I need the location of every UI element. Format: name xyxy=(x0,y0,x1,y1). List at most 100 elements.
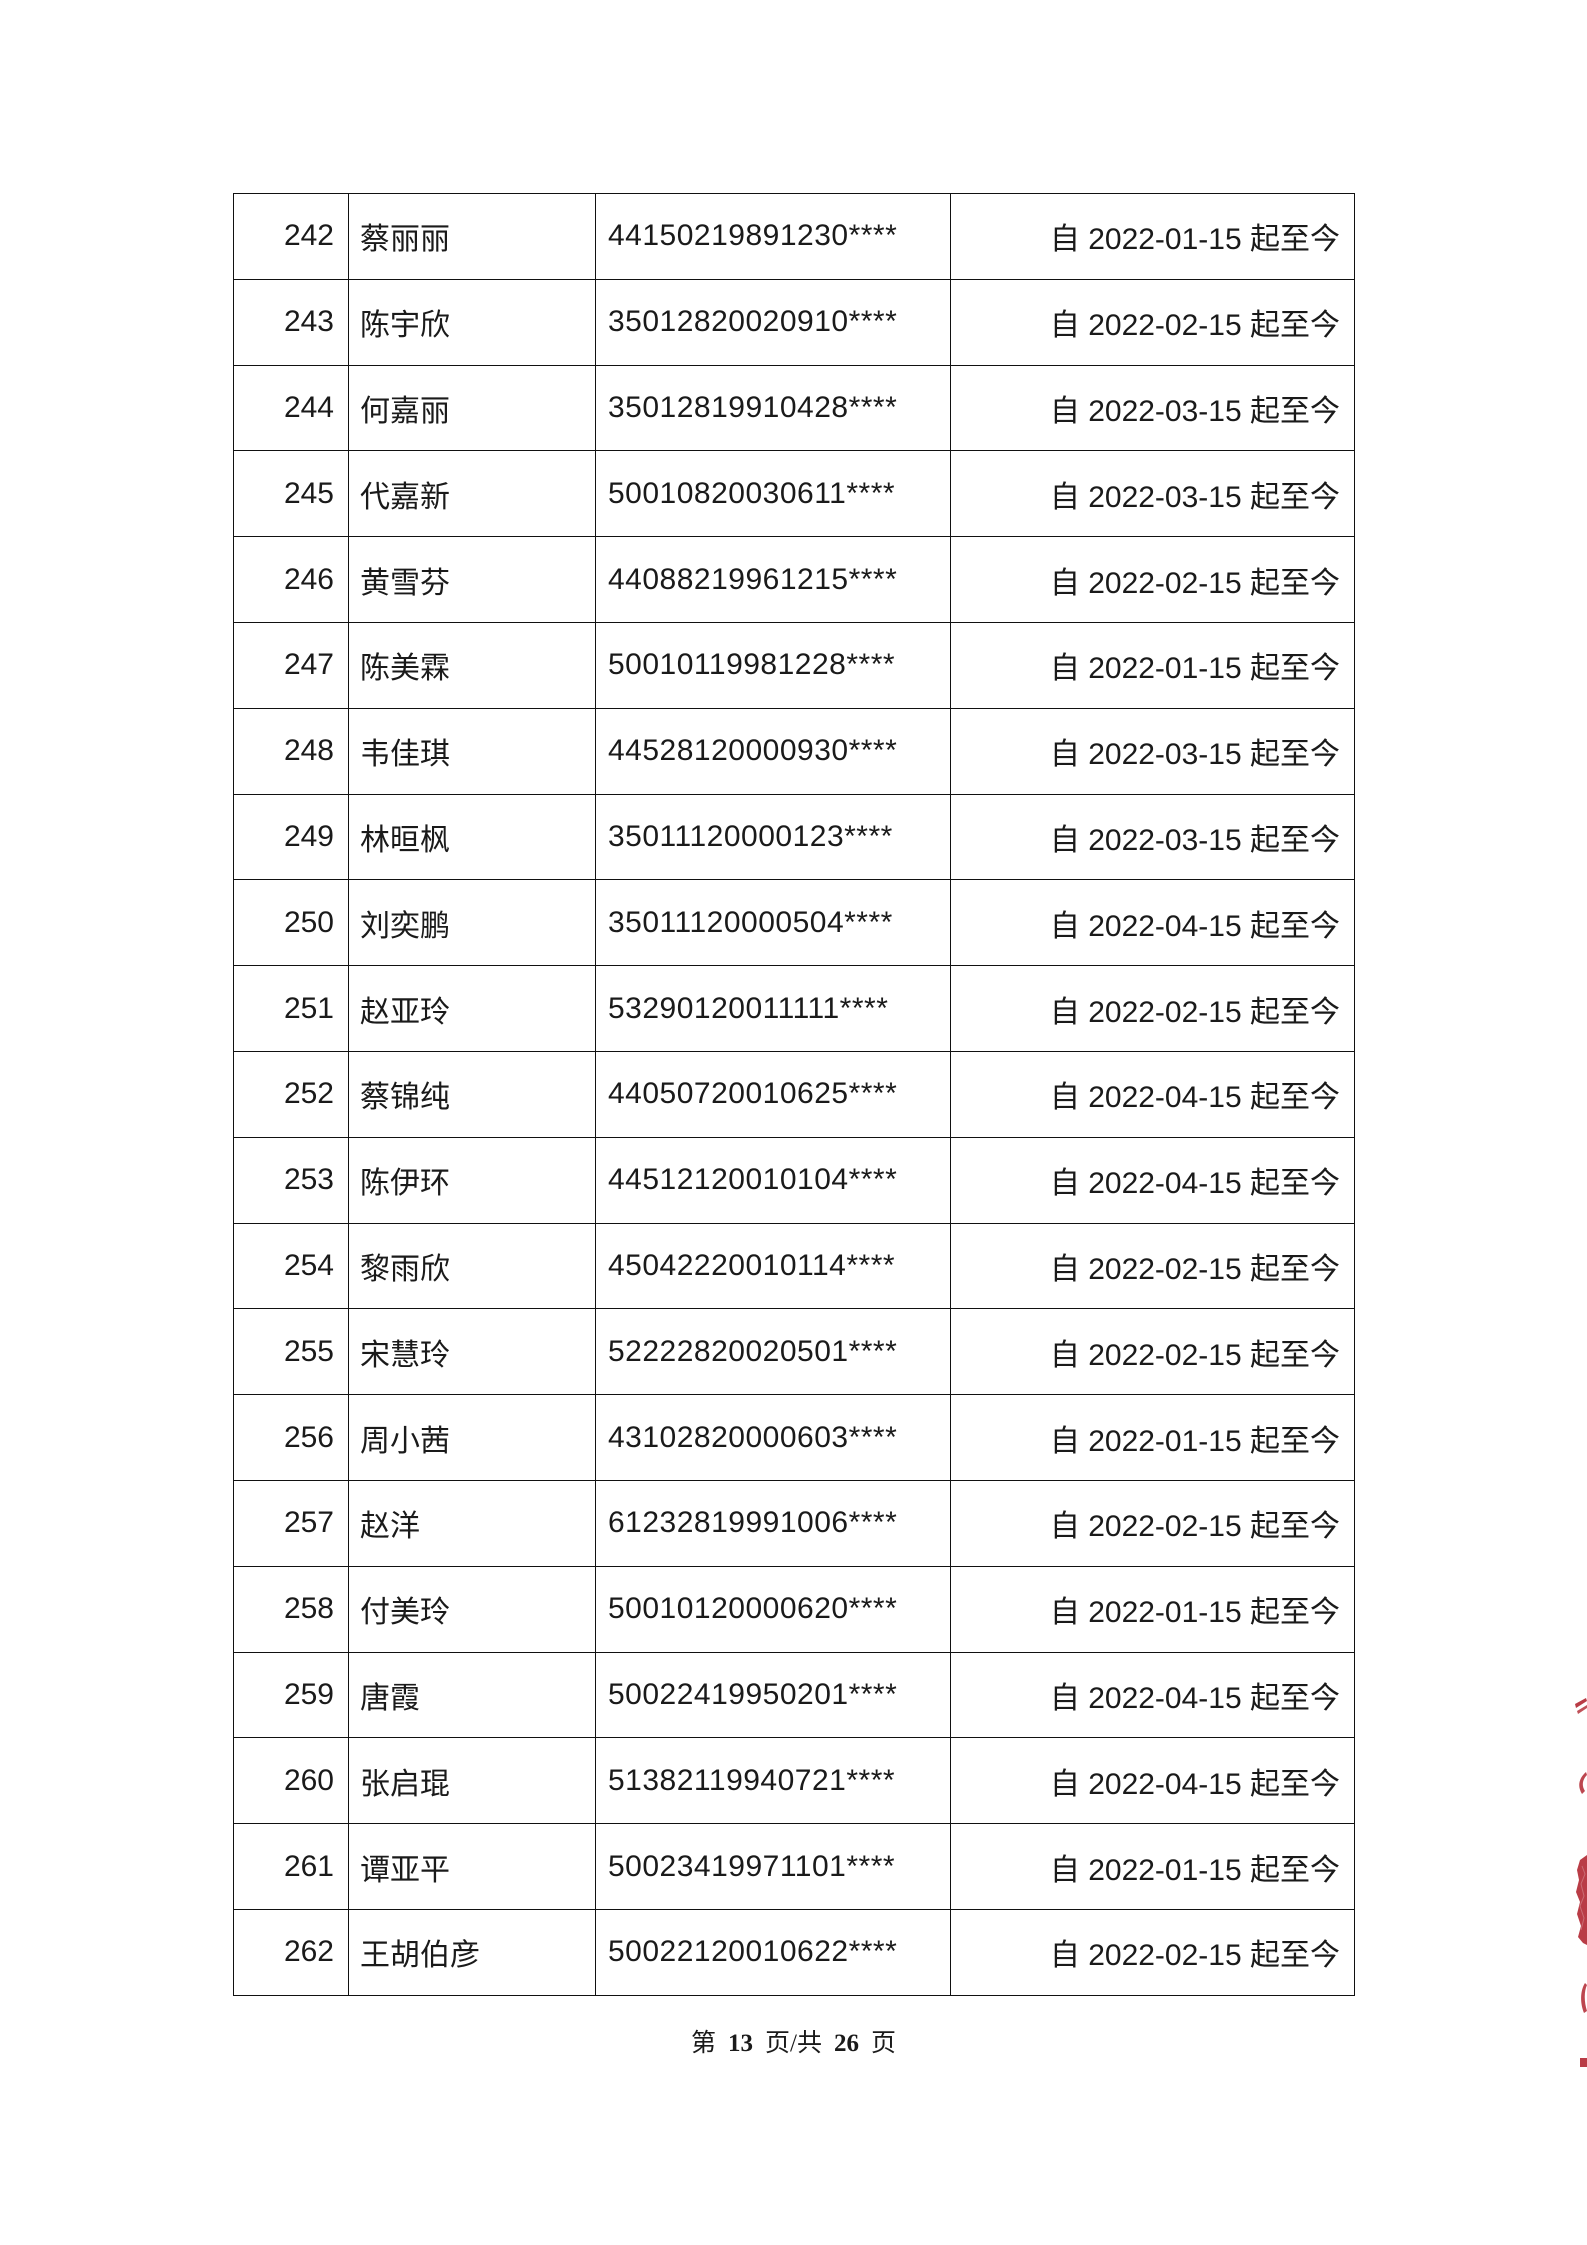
row-number-cell: 244 xyxy=(233,364,349,452)
id-number-cell: 35012820020910**** xyxy=(595,278,951,366)
row-number-cell: 254 xyxy=(233,1222,349,1310)
red-seal-fragment xyxy=(1575,1698,1587,2067)
id-number-cell: 51382119940721**** xyxy=(595,1737,951,1825)
table-row: 244 何嘉丽 35012819910428**** 自 2022-03-15 … xyxy=(233,364,1355,452)
row-number-cell: 261 xyxy=(233,1823,349,1910)
row-number-cell: 257 xyxy=(233,1479,349,1567)
person-name-cell: 林晅枫 xyxy=(348,793,596,881)
person-name-cell: 陈美霖 xyxy=(348,621,596,709)
validity-period-cell: 自 2022-04-15 起至今 xyxy=(950,1050,1355,1138)
person-name-cell: 蔡丽丽 xyxy=(348,193,596,280)
table-row: 252 蔡锦纯 44050720010625**** 自 2022-04-15 … xyxy=(233,1050,1355,1138)
person-name-cell: 付美玲 xyxy=(348,1565,596,1653)
seal-blob xyxy=(1576,1855,1587,1945)
validity-period-cell: 自 2022-02-15 起至今 xyxy=(950,1908,1355,1996)
validity-period-cell: 自 2022-02-15 起至今 xyxy=(950,278,1355,366)
id-number-cell: 45042220010114**** xyxy=(595,1222,951,1310)
table-row: 256 周小茜 43102820000603**** 自 2022-01-15 … xyxy=(233,1394,1355,1481)
roster-table: 242 蔡丽丽 44150219891230**** 自 2022-01-15 … xyxy=(233,193,1355,1996)
id-number-cell: 53290120011111**** xyxy=(595,965,951,1052)
seal-blob-texture xyxy=(1579,1865,1586,1931)
person-name-cell: 唐霞 xyxy=(348,1651,596,1739)
id-number-cell: 50010820030611**** xyxy=(595,450,951,538)
seal-stroke-hook xyxy=(1579,1772,1587,1794)
row-number-cell: 250 xyxy=(233,879,349,967)
row-number-cell: 243 xyxy=(233,278,349,366)
seal-stroke-dash2 xyxy=(1577,1705,1587,1714)
table-row: 243 陈宇欣 35012820020910**** 自 2022-02-15 … xyxy=(233,278,1355,366)
table-row: 247 陈美霖 50010119981228**** 自 2022-01-15 … xyxy=(233,621,1355,709)
table-row: 248 韦佳琪 44528120000930**** 自 2022-03-15 … xyxy=(233,707,1355,795)
validity-period-cell: 自 2022-02-15 起至今 xyxy=(950,536,1355,623)
footer-infix: 页/共 xyxy=(765,2030,822,2057)
table-row: 262 王胡伯彦 50022120010622**** 自 2022-02-15… xyxy=(233,1908,1355,1996)
table-row: 250 刘奕鹏 35011120000504**** 自 2022-04-15 … xyxy=(233,879,1355,967)
row-number-cell: 256 xyxy=(233,1394,349,1481)
table-row: 261 谭亚平 50023419971101**** 自 2022-01-15 … xyxy=(233,1823,1355,1910)
row-number-cell: 255 xyxy=(233,1308,349,1396)
person-name-cell: 黎雨欣 xyxy=(348,1222,596,1310)
validity-period-cell: 自 2022-01-15 起至今 xyxy=(950,1823,1355,1910)
row-number-cell: 246 xyxy=(233,536,349,623)
id-number-cell: 44512120010104**** xyxy=(595,1136,951,1224)
validity-period-cell: 自 2022-03-15 起至今 xyxy=(950,793,1355,881)
table-row: 253 陈伊环 44512120010104**** 自 2022-04-15 … xyxy=(233,1136,1355,1224)
page-footer: 第 13 页/共 26 页 xyxy=(0,2028,1587,2060)
person-name-cell: 韦佳琪 xyxy=(348,707,596,795)
id-number-cell: 50023419971101**** xyxy=(595,1823,951,1910)
validity-period-cell: 自 2022-04-15 起至今 xyxy=(950,1136,1355,1224)
row-number-cell: 248 xyxy=(233,707,349,795)
id-number-cell: 43102820000603**** xyxy=(595,1394,951,1481)
table-row: 245 代嘉新 50010820030611**** 自 2022-03-15 … xyxy=(233,450,1355,538)
validity-period-cell: 自 2022-04-15 起至今 xyxy=(950,879,1355,967)
row-number-cell: 245 xyxy=(233,450,349,538)
validity-period-cell: 自 2022-03-15 起至今 xyxy=(950,450,1355,538)
id-number-cell: 35011120000504**** xyxy=(595,879,951,967)
table-row: 255 宋慧玲 52222820020501**** 自 2022-02-15 … xyxy=(233,1308,1355,1396)
person-name-cell: 何嘉丽 xyxy=(348,364,596,452)
table-row: 246 黄雪芬 44088219961215**** 自 2022-02-15 … xyxy=(233,536,1355,623)
row-number-cell: 252 xyxy=(233,1050,349,1138)
validity-period-cell: 自 2022-02-15 起至今 xyxy=(950,1479,1355,1567)
person-name-cell: 王胡伯彦 xyxy=(348,1908,596,1996)
validity-period-cell: 自 2022-01-15 起至今 xyxy=(950,1394,1355,1481)
row-number-cell: 253 xyxy=(233,1136,349,1224)
id-number-cell: 44528120000930**** xyxy=(595,707,951,795)
id-number-cell: 50010120000620**** xyxy=(595,1565,951,1653)
person-name-cell: 陈宇欣 xyxy=(348,278,596,366)
person-name-cell: 蔡锦纯 xyxy=(348,1050,596,1138)
id-number-cell: 44088219961215**** xyxy=(595,536,951,623)
id-number-cell: 35012819910428**** xyxy=(595,364,951,452)
validity-period-cell: 自 2022-03-15 起至今 xyxy=(950,707,1355,795)
id-number-cell: 50022419950201**** xyxy=(595,1651,951,1739)
table-row: 260 张启琨 51382119940721**** 自 2022-04-15 … xyxy=(233,1737,1355,1825)
table-row: 257 赵洋 61232819991006**** 自 2022-02-15 起… xyxy=(233,1479,1355,1567)
row-number-cell: 247 xyxy=(233,621,349,709)
person-name-cell: 代嘉新 xyxy=(348,450,596,538)
person-name-cell: 宋慧玲 xyxy=(348,1308,596,1396)
footer-suffix: 页 xyxy=(870,2030,896,2057)
row-number-cell: 242 xyxy=(233,193,349,280)
row-number-cell: 251 xyxy=(233,965,349,1052)
validity-period-cell: 自 2022-04-15 起至今 xyxy=(950,1651,1355,1739)
id-number-cell: 52222820020501**** xyxy=(595,1308,951,1396)
table-row: 254 黎雨欣 45042220010114**** 自 2022-02-15 … xyxy=(233,1222,1355,1310)
id-number-cell: 44150219891230**** xyxy=(595,193,951,280)
row-number-cell: 249 xyxy=(233,793,349,881)
validity-period-cell: 自 2022-02-15 起至今 xyxy=(950,965,1355,1052)
table-row: 259 唐霞 50022419950201**** 自 2022-04-15 起… xyxy=(233,1651,1355,1739)
footer-page-number: 13 xyxy=(728,2030,754,2057)
row-number-cell: 262 xyxy=(233,1908,349,1996)
validity-period-cell: 自 2022-01-15 起至今 xyxy=(950,193,1355,280)
person-name-cell: 刘奕鹏 xyxy=(348,879,596,967)
table-row: 251 赵亚玲 53290120011111**** 自 2022-02-15 … xyxy=(233,965,1355,1052)
person-name-cell: 赵亚玲 xyxy=(348,965,596,1052)
table-row: 258 付美玲 50010120000620**** 自 2022-01-15 … xyxy=(233,1565,1355,1653)
validity-period-cell: 自 2022-02-15 起至今 xyxy=(950,1308,1355,1396)
id-number-cell: 50022120010622**** xyxy=(595,1908,951,1996)
id-number-cell: 61232819991006**** xyxy=(595,1479,951,1567)
footer-total-pages: 26 xyxy=(833,2030,859,2057)
person-name-cell: 谭亚平 xyxy=(348,1823,596,1910)
validity-period-cell: 自 2022-04-15 起至今 xyxy=(950,1737,1355,1825)
